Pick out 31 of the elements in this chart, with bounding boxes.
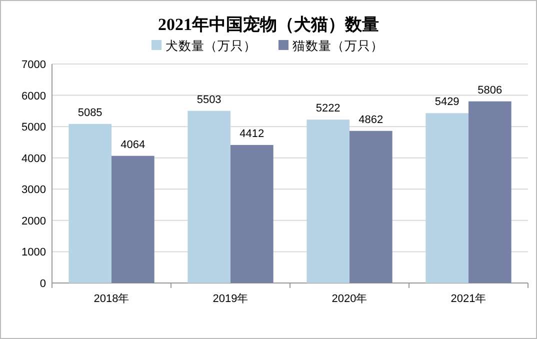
bar [112,156,154,283]
bar [350,130,392,283]
y-tick-label: 7000 [22,59,46,71]
y-tick-label: 3000 [22,184,46,196]
x-tick-label: 2021年 [450,293,486,305]
y-tick-label: 5000 [22,122,46,134]
bar [230,144,274,283]
y-tick-label: 2000 [22,215,46,228]
data-label: 5085 [78,106,102,119]
x-tick-label: 2020年 [332,293,368,305]
bar [68,124,112,283]
chart-title: 2021年中国宠物（犬猫）数量 [158,15,379,34]
legend-label: 猫数量（万只） [292,39,384,53]
y-tick-label: 0 [40,278,46,290]
y-tick-label: 1000 [22,246,46,259]
data-label: 4064 [120,138,146,151]
data-label: 5503 [196,94,222,106]
bar [468,101,512,283]
data-label: 4412 [240,128,264,140]
bar [426,113,468,283]
x-tick-label: 2019年 [212,293,248,305]
legend-label: 犬数量（万只） [166,39,256,53]
x-tick-label: 2018年 [94,293,130,305]
y-tick-label: 4000 [22,152,46,165]
bar [306,120,350,283]
data-label: 5222 [316,102,340,115]
y-tick-label: 6000 [22,90,46,102]
data-label: 5806 [478,84,502,96]
data-label: 4862 [358,114,384,126]
bar [188,110,230,283]
data-label: 5429 [434,96,460,108]
